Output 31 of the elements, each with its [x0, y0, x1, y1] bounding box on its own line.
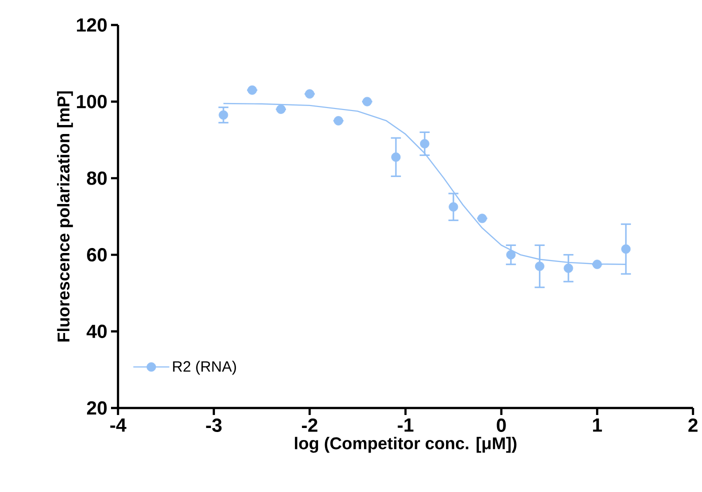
- point: [362, 96, 372, 106]
- x-tick-label: -1: [398, 418, 414, 432]
- point: [276, 104, 286, 114]
- y-tick-label: 100: [76, 94, 107, 108]
- legend-label: R2 (RNA): [173, 360, 236, 375]
- x-tick-label: 2: [688, 418, 698, 432]
- x-tick-label: -2: [302, 418, 318, 432]
- point: [506, 250, 516, 260]
- y-tick-label: 20: [87, 401, 107, 415]
- point: [477, 214, 487, 224]
- y-tick-label: 60: [87, 248, 107, 262]
- point: [534, 262, 544, 271]
- point: [420, 139, 430, 148]
- y-tick-label: 40: [86, 324, 107, 338]
- point: [621, 244, 631, 254]
- point: [592, 260, 602, 270]
- x-tick-label: 1: [593, 418, 602, 432]
- y-axis-title: Fluorescence polarization [mP]: [57, 91, 73, 342]
- point: [247, 85, 257, 95]
- point: [334, 116, 344, 126]
- point: [448, 202, 458, 212]
- point: [564, 263, 574, 273]
- x-tick-label: -4: [110, 418, 126, 432]
- x-tick-label: -3: [206, 418, 222, 432]
- y-tick-label: 120: [76, 18, 107, 32]
- point: [391, 152, 401, 162]
- x-tick-label: 0: [496, 418, 506, 432]
- x-axis-title: log (Competitor conc. [μM]): [294, 436, 516, 453]
- point: [218, 110, 228, 120]
- y-tick-label: 80: [86, 171, 107, 185]
- point: [304, 89, 314, 99]
